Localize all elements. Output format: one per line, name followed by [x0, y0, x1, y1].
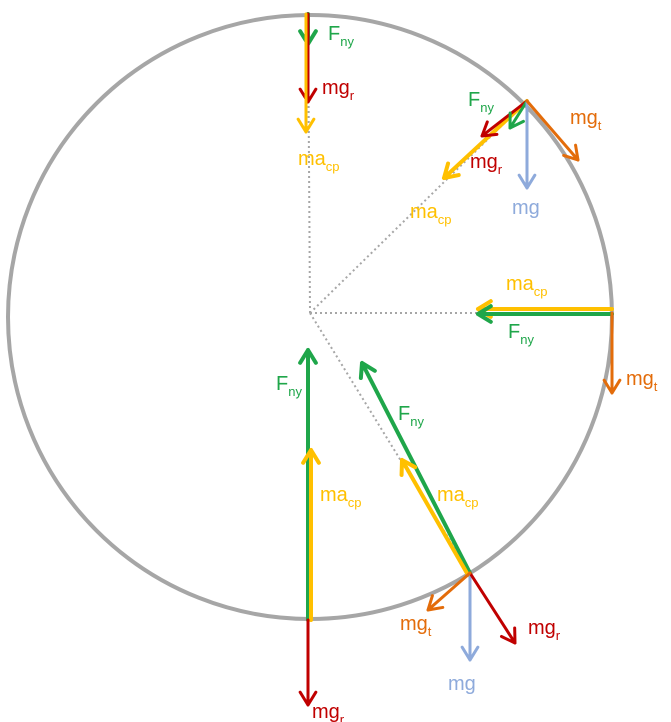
force-label: mg [448, 673, 476, 695]
label-main: ma [298, 148, 327, 170]
label-subscript: t [428, 624, 432, 639]
label-subscript: cp [465, 495, 479, 510]
force-label: mgt [400, 613, 432, 639]
arrows [296, 12, 622, 707]
force-label: mgr [470, 151, 503, 177]
label-subscript: ny [480, 100, 494, 115]
force-label: Fny [468, 89, 494, 115]
label-subscript: cp [326, 159, 340, 174]
label-main: mg [322, 77, 350, 99]
force-arrow [301, 448, 321, 622]
radius [309, 312, 471, 574]
label-main: mg [570, 107, 598, 129]
label-main: mg [400, 613, 428, 635]
force-label: Fny [508, 321, 534, 347]
label-main: ma [506, 273, 535, 295]
force-label: mgt [570, 107, 602, 133]
label-subscript: ny [410, 414, 424, 429]
label-main: F [276, 373, 288, 395]
force-arrow [296, 12, 316, 134]
force-arrow [476, 304, 614, 324]
label-main: ma [437, 484, 466, 506]
label-main: mg [470, 151, 498, 173]
label-main: F [398, 403, 410, 425]
label-main: ma [320, 484, 349, 506]
force-label: mgr [528, 617, 561, 643]
label-subscript: r [340, 712, 345, 722]
label-subscript: cp [348, 495, 362, 510]
force-label: macp [506, 273, 548, 299]
force-arrow [442, 99, 529, 180]
label-subscript: cp [438, 212, 452, 227]
force-label: Fny [398, 403, 424, 429]
label-subscript: r [498, 162, 503, 177]
force-label: mgt [626, 368, 658, 394]
label-subscript: r [350, 88, 355, 103]
labels: FnymgrmacpFnymgrmgtmgmacpmacpFnymgtFnyma… [276, 23, 658, 722]
force-arrow [399, 458, 470, 577]
force-arrow [525, 99, 580, 162]
force-arrow [460, 571, 480, 662]
label-subscript: t [654, 379, 658, 394]
label-main: F [468, 89, 480, 111]
force-label: mgr [312, 701, 345, 722]
force-arrow [426, 571, 472, 612]
label-main: mg [512, 197, 540, 219]
force-arrow [602, 311, 622, 395]
force-arrow [298, 618, 318, 707]
force-label: macp [320, 484, 362, 510]
label-main: mg [312, 701, 340, 722]
force-label: mg [512, 197, 540, 219]
force-arrow [298, 12, 318, 104]
force-arrow [508, 99, 529, 130]
force-arrow [517, 99, 537, 190]
label-subscript: t [598, 118, 602, 133]
label-main: ma [410, 201, 439, 223]
force-arrow [480, 99, 529, 138]
force-label: Fny [328, 23, 354, 49]
force-arrow [468, 571, 517, 645]
force-label: macp [437, 484, 479, 510]
label-subscript: ny [288, 384, 302, 399]
label-main: mg [626, 368, 654, 390]
label-subscript: r [556, 628, 561, 643]
label-main: mg [448, 673, 476, 695]
force-label: Fny [276, 373, 302, 399]
label-main: mg [528, 617, 556, 639]
label-subscript: ny [340, 34, 354, 49]
label-main: F [508, 321, 520, 343]
label-subscript: ny [520, 332, 534, 347]
force-label: macp [410, 201, 452, 227]
force-arrow [298, 348, 318, 622]
force-label: mgr [322, 77, 355, 103]
label-main: F [328, 23, 340, 45]
force-label: macp [298, 148, 340, 174]
radius [309, 100, 528, 314]
label-subscript: cp [534, 284, 548, 299]
